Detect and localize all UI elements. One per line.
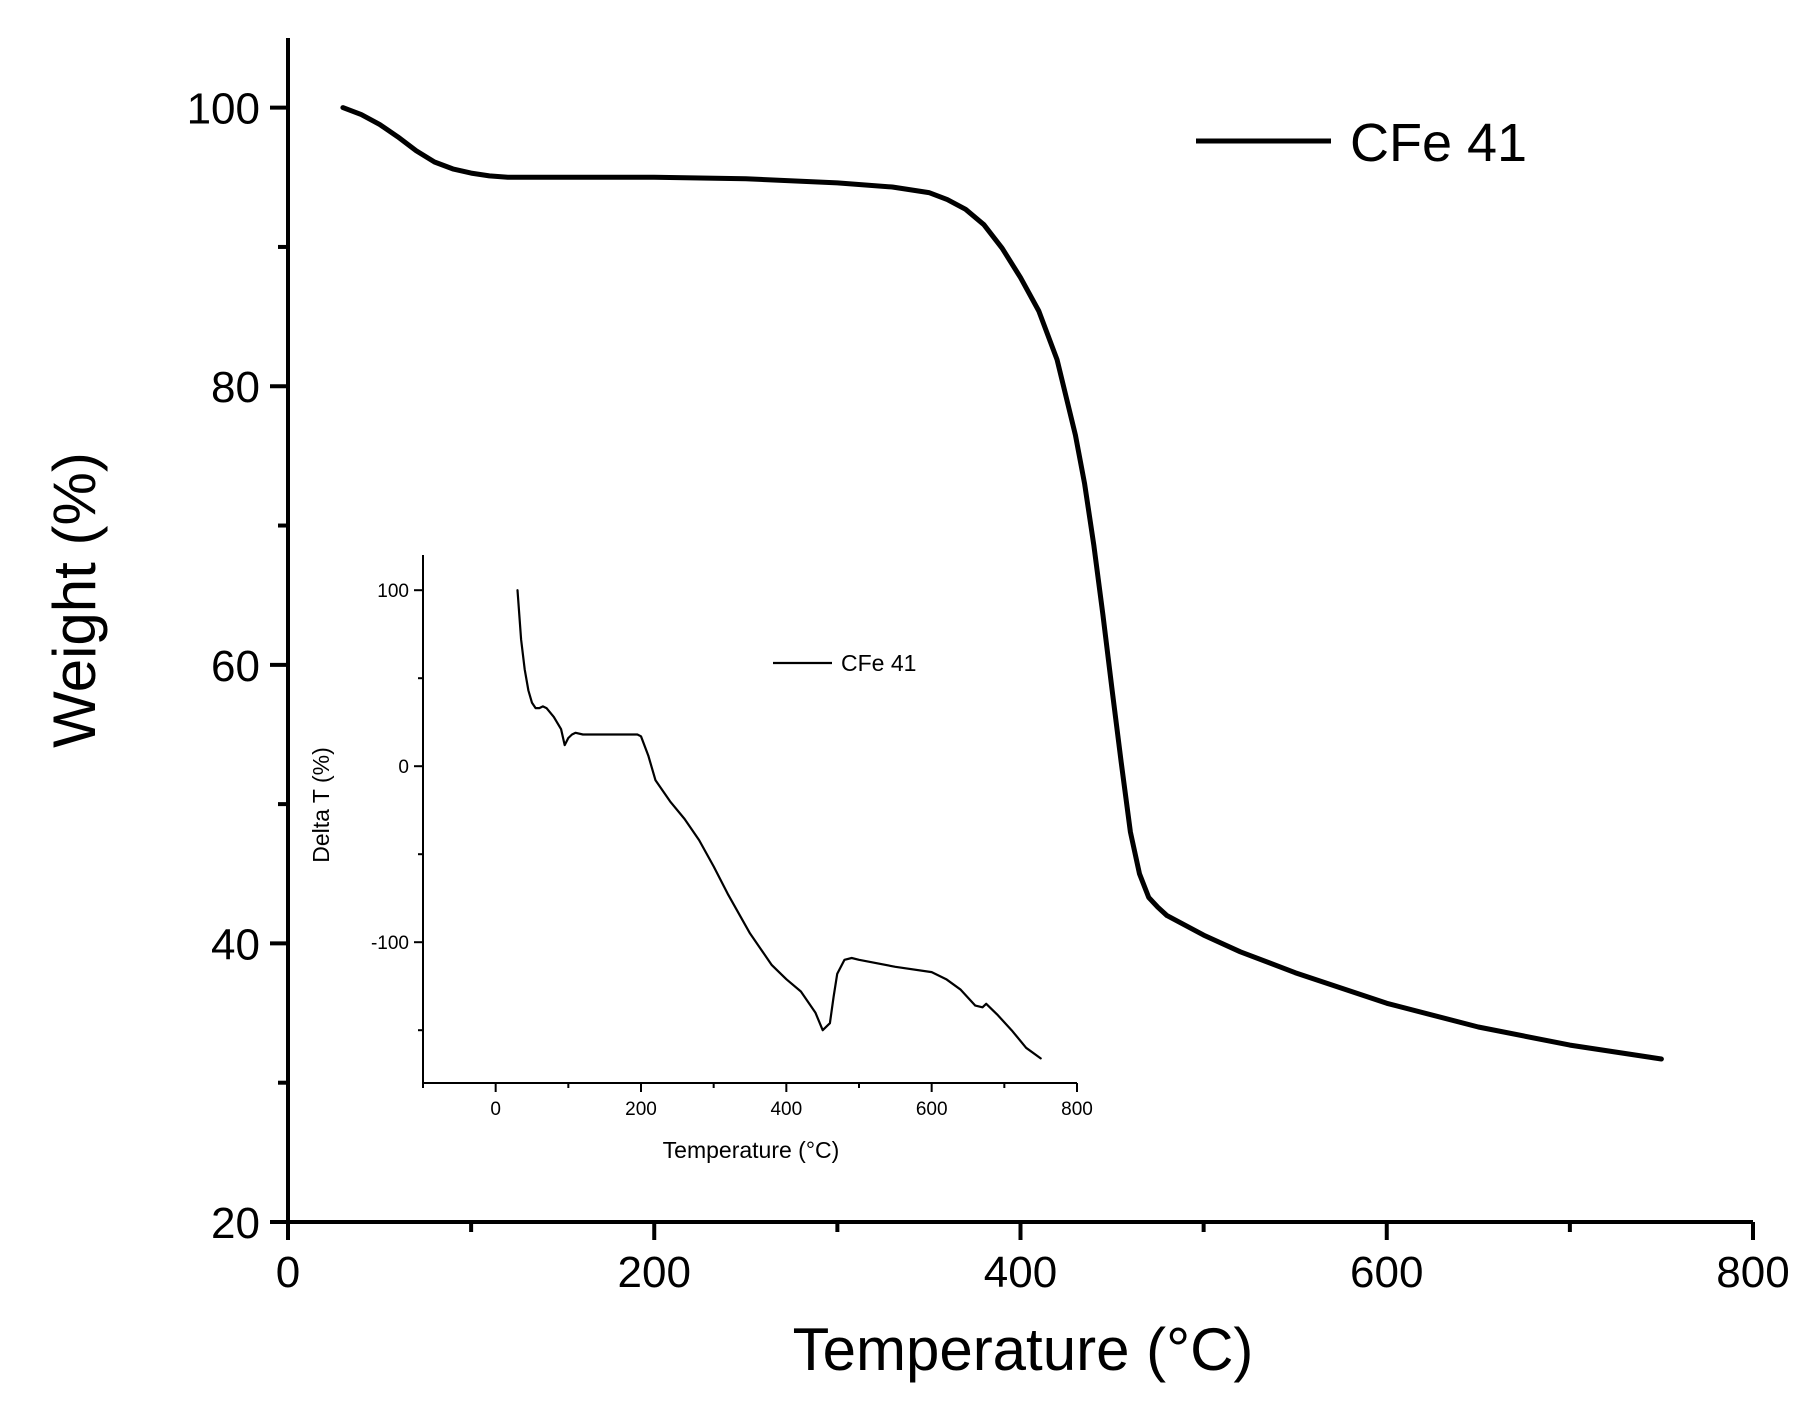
main-y-axis-title: Weight (%)	[41, 452, 108, 748]
inset-series-line-0	[516, 589, 1042, 1060]
inset-x-tick-label: 400	[770, 1099, 802, 1120]
inset-legend: CFe 41	[773, 650, 916, 676]
main-x-tick-label: 200	[618, 1248, 691, 1297]
main-x-tick-label: 600	[1350, 1248, 1423, 1297]
main-chart: 0 200 400 600 800 20 40 60 80 100 Temperature (°C…	[41, 38, 1790, 1383]
main-x-tick-label: 0	[276, 1248, 300, 1297]
main-legend-label: CFe 41	[1350, 113, 1527, 173]
main-y-tick-label: 60	[211, 642, 260, 691]
inset-x-tick-label: 0	[490, 1099, 501, 1120]
inset-plot-area	[516, 589, 1042, 1060]
inset-y-axis-title: Delta T (%)	[308, 747, 334, 862]
inset-chart: 0 200 400 600 800 -100 0 100 Temperature (°C) D…	[308, 555, 1093, 1163]
inset-y-tick-label: 0	[398, 757, 409, 778]
main-legend: CFe 41	[1196, 113, 1527, 173]
inset-ticks: 0 200 400 600 800 -100 0 100	[371, 581, 1093, 1120]
inset-axes	[422, 555, 1077, 1084]
inset-legend-label: CFe 41	[841, 650, 916, 676]
main-ticks: 0 200 400 600 800 20 40 60 80 100	[187, 85, 1790, 1297]
inset-x-axis-title: Temperature (°C)	[663, 1137, 840, 1163]
inset-x-tick-label: 800	[1061, 1099, 1093, 1120]
main-x-axis-title: Temperature (°C)	[793, 1316, 1254, 1383]
inset-y-tick-label: -100	[371, 933, 409, 954]
main-y-tick-label: 100	[187, 85, 260, 134]
main-y-tick-label: 80	[211, 363, 260, 412]
main-series-line-0	[340, 105, 1664, 1062]
main-y-tick-label: 40	[211, 920, 260, 969]
main-y-tick-label: 20	[211, 1199, 260, 1248]
inset-x-tick-label: 200	[625, 1099, 657, 1120]
main-x-tick-label: 400	[984, 1248, 1057, 1297]
inset-x-tick-label: 600	[916, 1099, 948, 1120]
main-x-tick-label: 800	[1716, 1248, 1789, 1297]
inset-y-tick-label: 100	[377, 581, 409, 602]
main-plot-area	[340, 105, 1664, 1062]
